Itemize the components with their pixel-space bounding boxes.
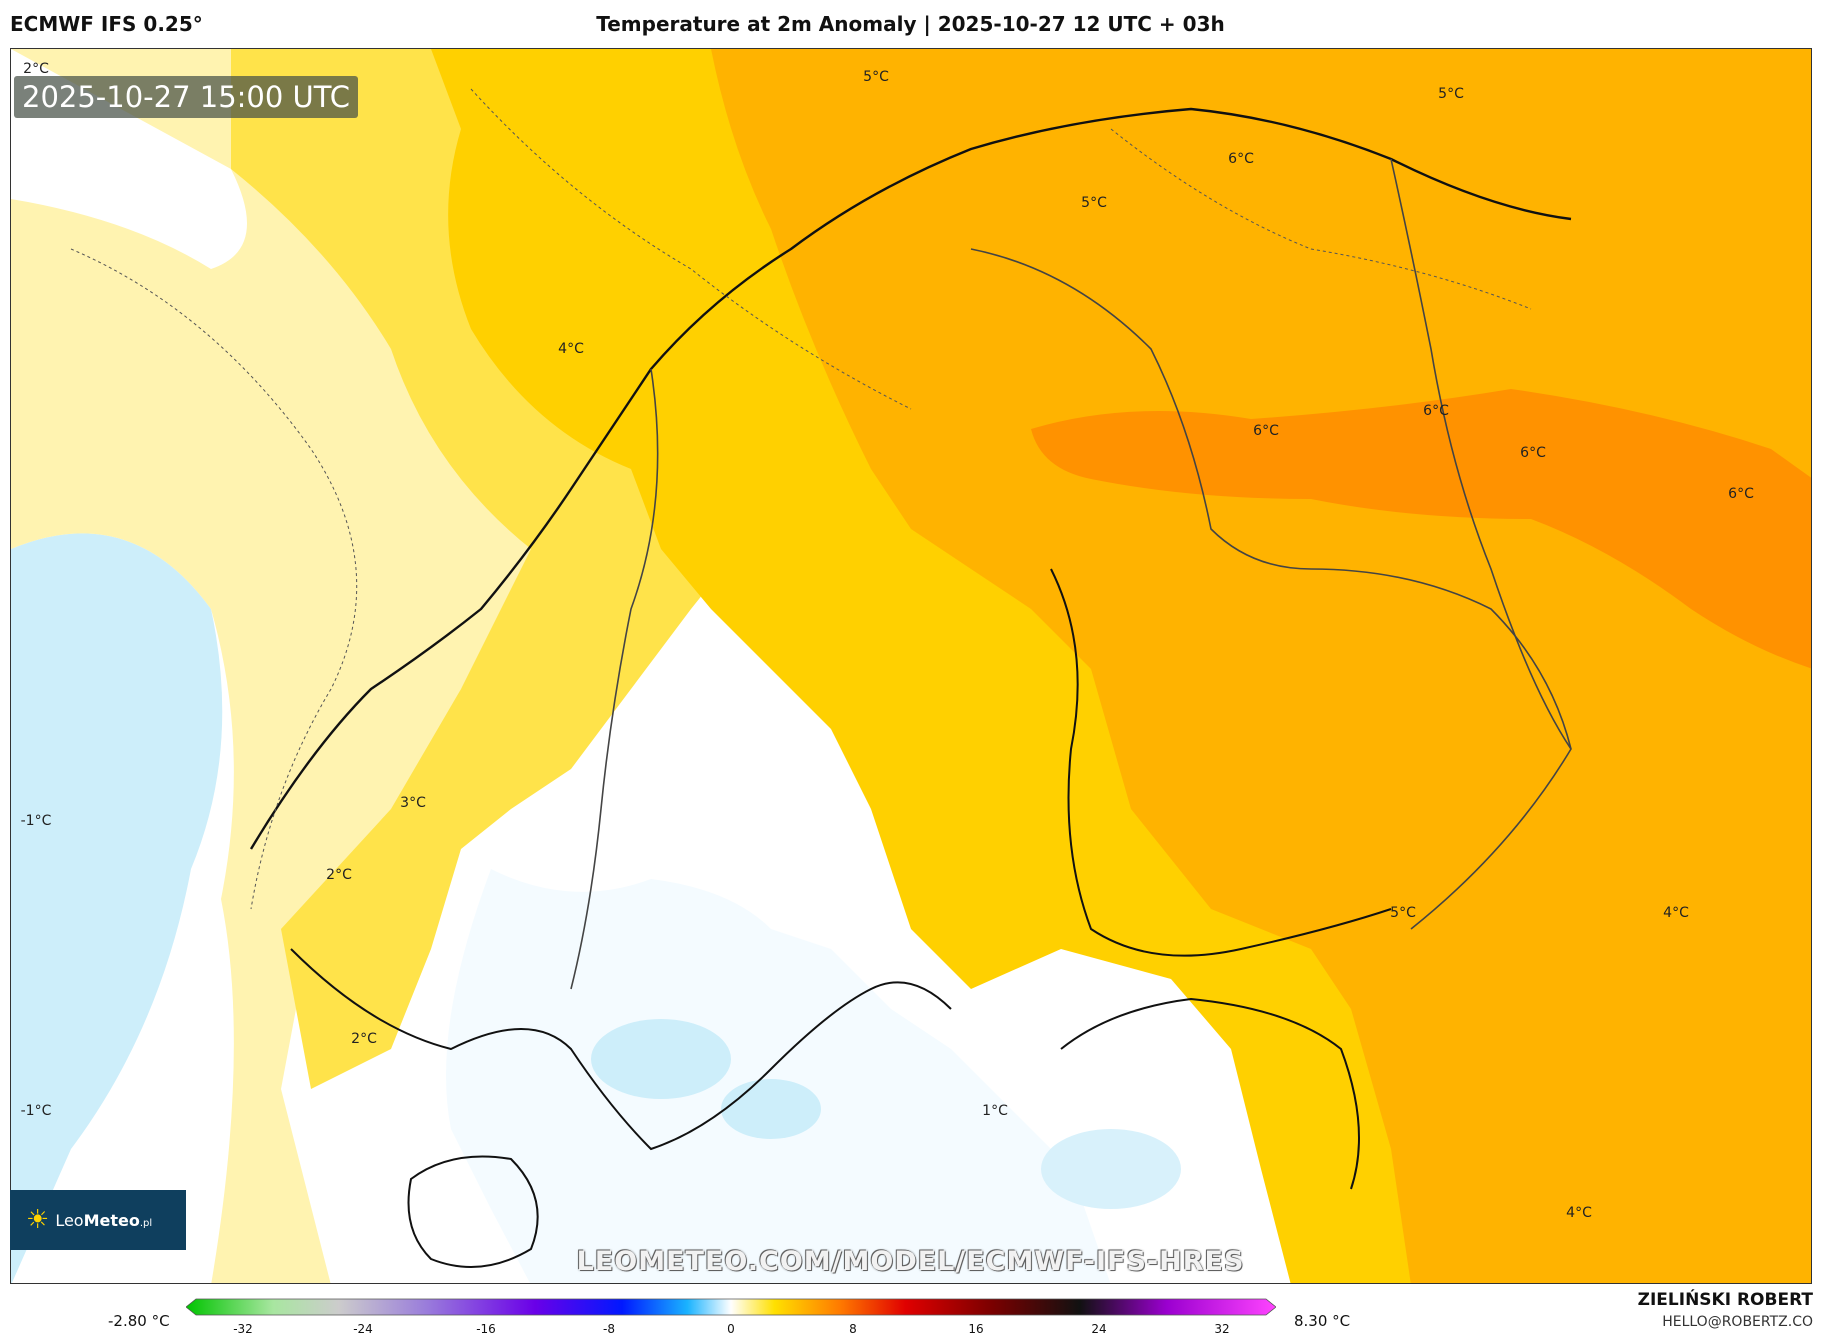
isoline-label: 6°C: [1253, 423, 1279, 439]
isoline-label: 1°C: [982, 1103, 1008, 1119]
scale-tick: -16: [476, 1322, 496, 1336]
isoline-label: 4°C: [1566, 1205, 1592, 1221]
isoline-label: -1°C: [20, 813, 52, 829]
border-russia: [1390, 158, 1572, 750]
scale-tick: 24: [1091, 1322, 1107, 1336]
source-watermark: LEOMETEO.COM/MODEL/ECMWF-IFS-HRES: [576, 1246, 1245, 1277]
map-canvas[interactable]: 2°C 5°C 5°C 6°C 5°C 4°C 6°C 6°C 6°C 6°C …: [10, 48, 1812, 1284]
sun-icon: ☀: [26, 1205, 50, 1235]
isoline: [470, 88, 912, 410]
brand-suffix: .pl: [139, 1217, 153, 1229]
isoline-label: 5°C: [1081, 195, 1107, 211]
scale-tick: -24: [353, 1322, 373, 1336]
isoline-label: 4°C: [558, 341, 584, 357]
coastline-denmark: [407, 1155, 539, 1268]
isoline-label: 6°C: [1423, 403, 1449, 419]
orange-region: [711, 49, 1811, 1283]
coastline-finland: [1050, 568, 1392, 957]
border-finland: [970, 248, 1572, 930]
isoline-label: 5°C: [1390, 905, 1416, 921]
valid-time-badge: 2025-10-27 15:00 UTC: [14, 76, 359, 118]
scale-tick: 32: [1214, 1322, 1230, 1336]
author-email[interactable]: HELLO@ROBERTZ.CO: [1662, 1314, 1813, 1330]
isoline-label: 2°C: [351, 1031, 377, 1047]
isoline-label: 5°C: [1438, 86, 1464, 102]
cold-patch: [721, 1079, 821, 1139]
isoline-label: 3°C: [400, 795, 426, 811]
cold-patch: [591, 1019, 731, 1099]
leometeo-logo[interactable]: ☀ LeoMeteo.pl: [10, 1190, 186, 1250]
isoline-label: 6°C: [1520, 445, 1546, 461]
scale-tick: 8: [849, 1322, 857, 1336]
isoline-label: 6°C: [1228, 151, 1254, 167]
map-title: Temperature at 2m Anomaly | 2025-10-27 1…: [596, 12, 1225, 36]
scale-tick: -32: [233, 1322, 253, 1336]
brand-name-regular: Leo: [55, 1210, 84, 1230]
isoline-label: 2°C: [23, 61, 49, 77]
scale-tick: 16: [968, 1322, 984, 1336]
border-norway-sweden: [570, 368, 659, 990]
isoline: [1110, 128, 1532, 310]
isoline-label: 4°C: [1663, 905, 1689, 921]
coastline-baltics: [1060, 997, 1360, 1190]
coastline-sweden: [290, 948, 952, 1151]
isoline-label: 6°C: [1728, 486, 1754, 502]
scale-tick: -8: [603, 1322, 615, 1336]
isoline: [70, 248, 358, 910]
author-name: ZIELIŃSKI ROBERT: [1637, 1290, 1813, 1310]
isoline-label: 5°C: [863, 69, 889, 85]
scale-tick: 0: [727, 1322, 735, 1336]
scale-min-label: -2.80 °C: [108, 1312, 170, 1330]
isoline-label: 2°C: [326, 867, 352, 883]
coastline-norway: [249, 107, 1572, 850]
scale-max-label: 8.30 °C: [1294, 1312, 1351, 1330]
deep-orange-region: [1031, 389, 1811, 669]
cold-patch: [1041, 1129, 1181, 1209]
brand-name-bold: Meteo: [83, 1210, 140, 1230]
cold-region: [11, 533, 223, 1283]
anomaly-map: [11, 49, 1811, 1283]
isoline-label: -1°C: [20, 1103, 52, 1119]
neutral-region: [446, 869, 1111, 1283]
model-name: ECMWF IFS 0.25°: [10, 12, 203, 36]
color-scale-bar: [186, 1298, 1276, 1316]
